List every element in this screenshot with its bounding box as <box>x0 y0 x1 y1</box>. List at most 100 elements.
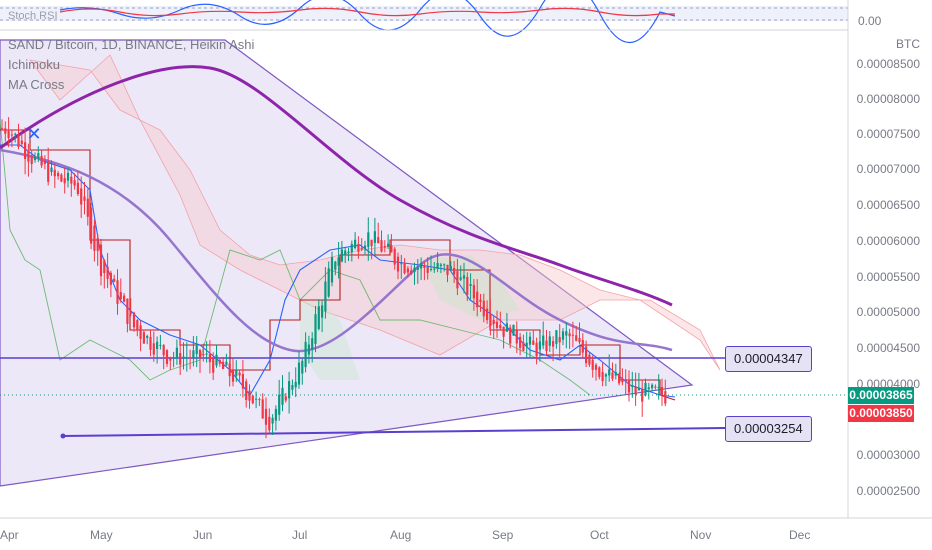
triangle-pattern <box>0 39 694 487</box>
candle-body <box>591 359 594 370</box>
candle-body <box>182 356 185 359</box>
candle-body <box>370 239 373 247</box>
tenkan-line <box>0 144 676 398</box>
stoch-rsi-label[interactable]: Stoch RSI <box>8 10 58 22</box>
time-label-jul: Jul <box>292 528 308 542</box>
candle-body <box>0 128 4 130</box>
candle-body <box>205 353 208 355</box>
candle-body <box>24 142 27 160</box>
candle-body <box>10 134 13 136</box>
ma-cross-marker: ✕ <box>26 124 41 145</box>
stoch-rsi-panel <box>0 0 848 43</box>
candle-body <box>578 338 581 343</box>
candle-body <box>264 408 268 425</box>
candle-body <box>93 225 96 251</box>
candle-body <box>624 380 627 382</box>
candle-body <box>228 363 231 377</box>
candle-body <box>222 361 225 369</box>
candle-body <box>132 312 136 328</box>
price-tick: 0.00005000 <box>856 305 920 319</box>
candle-body <box>50 167 53 172</box>
candle-body <box>588 354 591 365</box>
time-label-aug: Aug <box>390 528 412 542</box>
candle-body <box>40 155 43 166</box>
candle-body <box>179 353 182 365</box>
price-tick: 0.00006000 <box>856 234 920 248</box>
candle-body <box>337 257 340 266</box>
candle-body <box>387 243 390 247</box>
candle-body <box>317 306 320 330</box>
candle-body <box>202 353 205 356</box>
candle-body <box>654 386 657 388</box>
price-tick: 0.00003000 <box>856 448 920 462</box>
candle-body <box>568 333 571 337</box>
candle-body <box>469 284 472 286</box>
candle-body <box>426 266 429 273</box>
indicator-ma-cross-label[interactable]: MA Cross <box>8 77 65 92</box>
candle-body <box>377 237 380 244</box>
indicator-ichimoku-label[interactable]: Ichimoku <box>8 57 61 72</box>
resistance-label[interactable]: 0.00004347 <box>725 346 812 372</box>
candle-body <box>357 243 360 252</box>
heikin-ashi-candles <box>0 117 667 439</box>
candle-body <box>528 336 532 345</box>
candle-body <box>96 238 99 251</box>
candle-body <box>462 275 466 279</box>
candle-body <box>301 360 304 374</box>
ma-short-line <box>0 148 673 353</box>
ma-long-line <box>0 65 673 307</box>
time-label-nov: Nov <box>690 528 712 542</box>
candle-body <box>7 130 10 138</box>
candle-body <box>198 350 202 358</box>
candle-body <box>113 278 116 282</box>
candle-body <box>136 320 139 331</box>
candle-body <box>340 249 343 262</box>
prev-close-tag: 0.00003850 <box>848 405 914 422</box>
support-label[interactable]: 0.00003254 <box>725 416 812 442</box>
candle-body <box>413 267 416 273</box>
candle-body <box>604 374 607 377</box>
candle-body <box>175 347 178 359</box>
candle-body <box>80 188 83 205</box>
candle-body <box>274 408 277 421</box>
candle-body <box>571 334 574 336</box>
candle-body <box>156 341 159 349</box>
ichimoku-lagging-line <box>0 119 591 396</box>
candle-body <box>363 245 367 249</box>
candle-body <box>17 134 20 147</box>
candle-body <box>436 262 439 269</box>
candle-body <box>585 346 588 364</box>
candle-body <box>123 295 126 302</box>
time-label-may: May <box>90 528 113 542</box>
candle-body <box>330 257 334 283</box>
candle-body <box>63 178 66 184</box>
candle-body <box>446 264 449 276</box>
candle-body <box>248 390 251 401</box>
candle-body <box>172 357 175 359</box>
candle-body <box>614 372 617 376</box>
candle-body <box>90 207 93 244</box>
candle-body <box>449 266 452 270</box>
candle-body <box>284 396 287 401</box>
candle-body <box>433 268 436 270</box>
candle-body <box>231 369 235 382</box>
price-tick: 0.00002500 <box>856 484 920 498</box>
candle-body <box>476 291 479 308</box>
candle-body <box>393 248 396 265</box>
candle-body <box>456 271 459 289</box>
candle-body <box>472 285 475 299</box>
candle-body <box>37 153 40 159</box>
candle-body <box>297 362 301 385</box>
candle-body <box>162 345 165 356</box>
candle-body <box>555 330 558 344</box>
candle-body <box>60 174 63 182</box>
candle-body <box>195 345 198 355</box>
candle-body <box>66 172 70 181</box>
candle-body <box>142 332 145 344</box>
candle-body <box>532 340 535 345</box>
candle-body <box>502 326 505 337</box>
candle-body <box>416 267 419 270</box>
candle-body <box>644 382 647 396</box>
candle-body <box>268 416 271 431</box>
